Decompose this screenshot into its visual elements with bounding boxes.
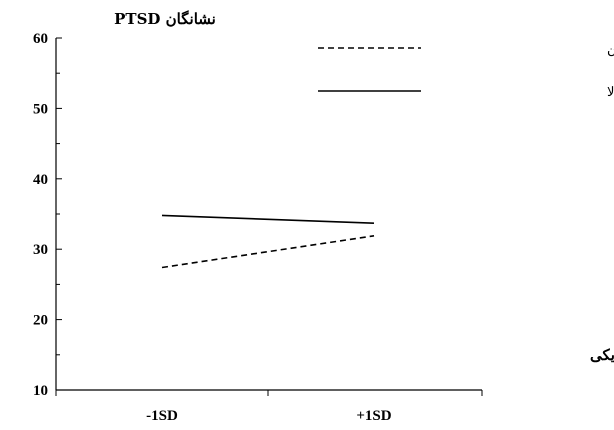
x-axis-title: خشونت فیزیکی bbox=[590, 346, 614, 364]
y-tick-label: 10 bbox=[33, 383, 48, 399]
x-tick-label: +1SD bbox=[356, 408, 391, 424]
y-axis-title: نشانگان PTSD bbox=[114, 10, 216, 28]
y-tick-label: 60 bbox=[33, 31, 48, 47]
series-line-2 bbox=[161, 214, 375, 224]
series-line-1 bbox=[161, 235, 375, 269]
legend-label: حمایت اجتماعی بالا bbox=[607, 85, 614, 100]
y-tick-label: 20 bbox=[33, 313, 48, 329]
legend-label: حمایت اجتماعی پائین bbox=[607, 42, 614, 57]
legend: حمایت اجتماعی پائین حمایت اجتماعی بالا bbox=[318, 42, 614, 100]
y-ticks: 10 20 30 40 50 60 bbox=[33, 31, 62, 399]
y-tick-label: 50 bbox=[33, 101, 48, 117]
series-lines bbox=[161, 214, 375, 269]
y-tick-label: 40 bbox=[33, 172, 48, 188]
x-tick-label: -1SD bbox=[146, 408, 178, 424]
x-tick-labels: -1SD +1SD bbox=[146, 408, 392, 424]
y-tick-label: 30 bbox=[33, 242, 48, 258]
